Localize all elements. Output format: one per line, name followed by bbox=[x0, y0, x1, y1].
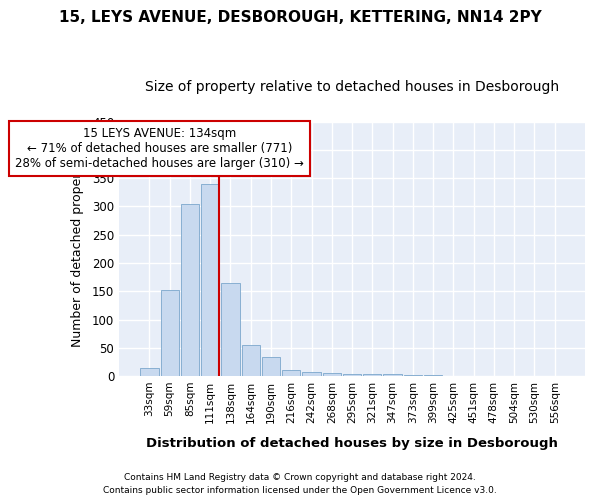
Title: Size of property relative to detached houses in Desborough: Size of property relative to detached ho… bbox=[145, 80, 559, 94]
Bar bbox=[140, 368, 158, 376]
Bar bbox=[161, 290, 179, 376]
Bar bbox=[242, 345, 260, 376]
Text: 15 LEYS AVENUE: 134sqm
← 71% of detached houses are smaller (771)
28% of semi-de: 15 LEYS AVENUE: 134sqm ← 71% of detached… bbox=[15, 127, 304, 170]
Bar bbox=[221, 283, 239, 376]
Bar bbox=[282, 370, 301, 376]
Bar bbox=[181, 204, 199, 376]
Bar bbox=[343, 374, 361, 376]
Bar bbox=[302, 372, 320, 376]
Y-axis label: Number of detached properties: Number of detached properties bbox=[71, 150, 83, 348]
Bar bbox=[262, 358, 280, 376]
Bar bbox=[201, 184, 220, 376]
Bar bbox=[404, 375, 422, 376]
Bar bbox=[424, 375, 442, 376]
Bar bbox=[323, 374, 341, 376]
Bar bbox=[363, 374, 382, 376]
Text: 15, LEYS AVENUE, DESBOROUGH, KETTERING, NN14 2PY: 15, LEYS AVENUE, DESBOROUGH, KETTERING, … bbox=[59, 10, 541, 25]
Bar bbox=[383, 374, 401, 376]
Text: Contains HM Land Registry data © Crown copyright and database right 2024.
Contai: Contains HM Land Registry data © Crown c… bbox=[103, 474, 497, 495]
X-axis label: Distribution of detached houses by size in Desborough: Distribution of detached houses by size … bbox=[146, 437, 558, 450]
